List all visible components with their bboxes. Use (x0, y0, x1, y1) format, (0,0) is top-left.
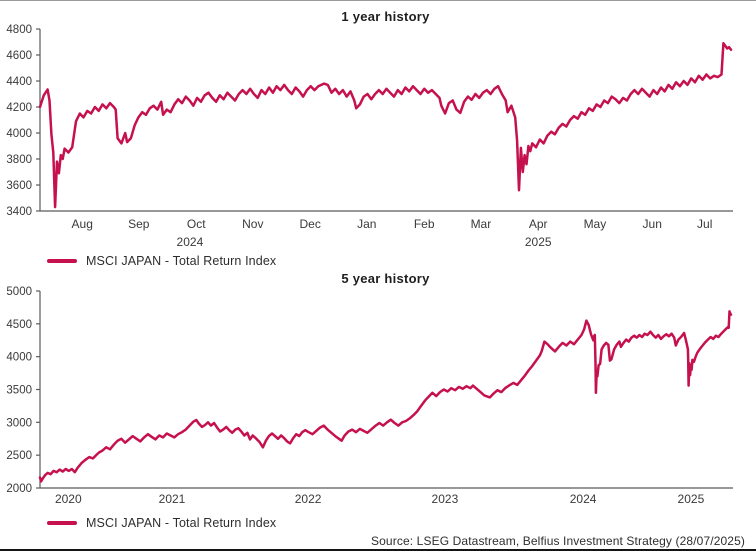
y-tick-label: 4600 (6, 50, 32, 62)
x-tick-label: Dec (300, 217, 321, 231)
x-tick-label: May (584, 217, 607, 231)
x-year-label: 2025 (525, 235, 552, 249)
y-tick-label: 4800 (6, 24, 32, 36)
y-tick-label: 3500 (6, 385, 32, 397)
y-tick-label: 3400 (6, 206, 32, 218)
x-tick-label: 2025 (678, 492, 705, 506)
x-tick-label: 2024 (570, 492, 597, 506)
chart2-title: 5 year history (341, 271, 430, 286)
legend-label: MSCI JAPAN - Total Return Index (86, 516, 277, 530)
y-tick-label: 4500 (6, 319, 32, 331)
y-tick-label: 5000 (6, 286, 32, 298)
y-tick-label: 4200 (6, 102, 32, 114)
y-tick-label: 3600 (6, 180, 32, 192)
x-tick-label: Jun (643, 217, 662, 231)
series-line-msci-japan (38, 310, 733, 483)
legend-line-swatch (47, 259, 77, 263)
y-tick-label: 4400 (6, 76, 32, 88)
x-tick-label: Feb (414, 217, 435, 231)
x-tick-label: 2022 (295, 492, 322, 506)
x-tick-label: Nov (242, 217, 263, 231)
chart1-title: 1 year history (341, 9, 430, 24)
legend-label: MSCI JAPAN - Total Return Index (86, 254, 277, 268)
top-divider (0, 0, 756, 1)
y-tick-label: 3000 (6, 417, 32, 429)
y-tick-label: 4000 (6, 352, 32, 364)
x-tick-label: Apr (529, 217, 548, 231)
chart1-legend: MSCI JAPAN - Total Return Index (47, 253, 276, 269)
x-tick-label: Aug (72, 217, 93, 231)
source-note: Source: LSEG Datastream, Belfius Investm… (371, 534, 745, 548)
legend-line-swatch (47, 521, 77, 525)
bottom-divider (0, 549, 756, 551)
x-tick-label: Oct (187, 217, 206, 231)
y-tick-label: 2500 (6, 450, 32, 462)
x-tick-label: Mar (471, 217, 492, 231)
x-tick-label: Sep (128, 217, 150, 231)
x-tick-label: Jul (697, 217, 712, 231)
y-tick-label: 3800 (6, 154, 32, 166)
x-tick-label: Jan (357, 217, 376, 231)
series-line-msci-japan (38, 42, 733, 209)
x-tick-label: 2020 (55, 492, 82, 506)
chart2-legend: MSCI JAPAN - Total Return Index (47, 515, 276, 531)
x-tick-label: 2021 (159, 492, 186, 506)
y-tick-label: 2000 (6, 483, 32, 495)
x-year-label: 2024 (177, 235, 204, 249)
x-tick-label: 2023 (432, 492, 459, 506)
y-tick-label: 4000 (6, 128, 32, 140)
